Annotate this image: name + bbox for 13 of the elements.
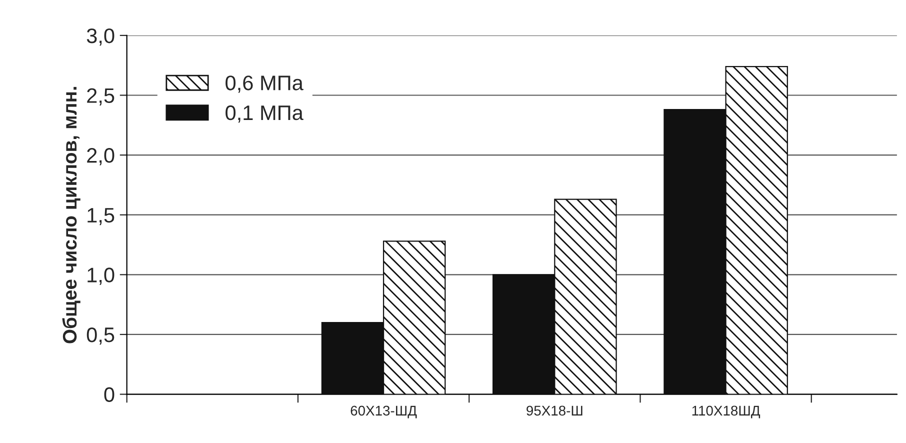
legend-label: 0,1 МПа	[226, 105, 304, 123]
y-tick-label: 0	[104, 387, 114, 402]
x-tick-label: 60Х13-ШД	[350, 406, 417, 418]
y-tick-label: 3,0	[86, 28, 114, 46]
y-tick-label: 1,5	[88, 208, 114, 226]
y-tick-label: 2,5	[87, 88, 114, 106]
y-axis-title: Общее число циклов, млн.	[62, 86, 80, 344]
legend-label: 0,6 МПа	[226, 76, 304, 93]
x-tick-label: 95Х18-Ш	[526, 406, 582, 416]
y-tick-label: 1,0	[88, 268, 114, 285]
y-tick-label: 0,5	[86, 327, 114, 345]
x-tick-label: 110Х18ШД	[692, 406, 760, 418]
y-tick-label: 2,0	[87, 148, 114, 166]
